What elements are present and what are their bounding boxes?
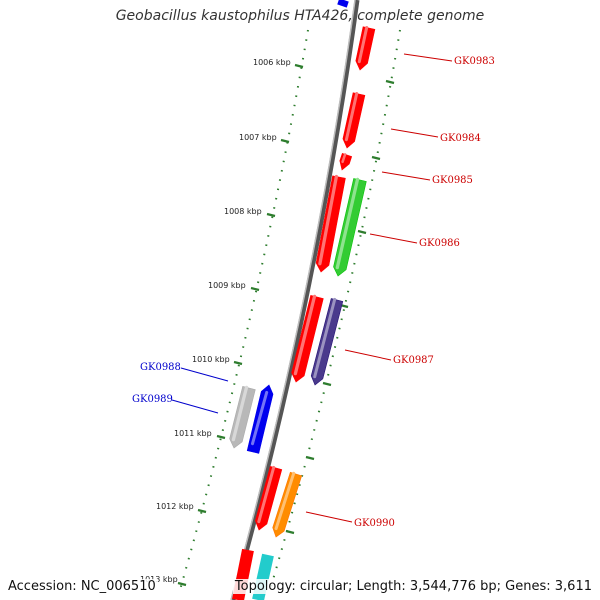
map-title: Geobacillus kaustophilus HTA426, complet…: [115, 8, 485, 24]
leader-lines: [171, 53, 453, 523]
major-tick-inner: [266, 212, 276, 218]
major-tick-outer: [385, 79, 395, 85]
scale-label-1007: 1007 kbp: [239, 133, 277, 142]
gene-label-gk0990[interactable]: GK0990: [354, 518, 395, 529]
gene-label-gk0983[interactable]: GK0983: [454, 56, 495, 67]
scale-label-1010: 1010 kbp: [192, 355, 230, 364]
gene-label-gk0988[interactable]: GK0988: [140, 362, 181, 373]
major-tick-inner: [280, 138, 290, 144]
gene-arrow-highlight: [357, 26, 369, 64]
gene-arrow-highlight: [341, 153, 347, 164]
gene-arrow-highlight: [293, 294, 317, 376]
major-tick-inner: [216, 434, 226, 440]
gene-labels: GK0983 GK0984 GK0985 GK0986 GK0987 GK098…: [132, 56, 495, 529]
gene-label-gk0989[interactable]: GK0989: [132, 394, 173, 405]
gene-label-gk0987[interactable]: GK0987: [393, 355, 434, 366]
gene-arrow-highlight: [231, 385, 249, 442]
topology-text: Topology: circular; Length: 3,544,776 bp…: [232, 579, 594, 594]
gene-arrow-highlight: [335, 177, 360, 270]
major-tick-outer: [285, 529, 295, 535]
gene-arrow-highlight: [257, 465, 276, 524]
major-tick-outer: [371, 155, 381, 161]
genome-backbone: [230, 0, 360, 600]
accession-text: Accession: NC_006510: [6, 579, 158, 594]
scale-ring-outer: [269, 29, 401, 591]
gene-features: [229, 0, 376, 600]
gene-arrow-highlight: [274, 471, 296, 531]
major-tick-inner: [177, 581, 187, 587]
scale-label-1009: 1009 kbp: [208, 281, 246, 290]
partial-gene-feature: [337, 0, 349, 8]
gene-arrow-highlight: [251, 390, 269, 446]
gene-label-gk0985[interactable]: GK0985: [432, 175, 473, 186]
scale-label-1012: 1012 kbp: [156, 502, 194, 511]
gene-arrow-highlight: [313, 297, 337, 379]
scale-label-1011: 1011 kbp: [174, 429, 212, 438]
scale-label-1013: 1013 kbp: [140, 575, 178, 584]
scale-label-1008: 1008 kbp: [224, 207, 262, 216]
scale-ring-inner: [179, 29, 309, 591]
gene-arrow-highlight: [318, 174, 339, 266]
major-tick-outer: [305, 455, 315, 461]
major-tick-outer: [322, 381, 332, 387]
major-tick-outer: [357, 229, 367, 235]
major-tick-inner: [294, 63, 304, 69]
gene-label-gk0984[interactable]: GK0984: [440, 133, 481, 144]
scale-label-1006: 1006 kbp: [253, 58, 291, 67]
scale-labels: 1006 kbp 1007 kbp 1008 kbp 1009 kbp 1010…: [140, 58, 291, 584]
major-tick-inner: [233, 360, 243, 366]
gene-arrow-highlight: [344, 92, 359, 142]
gene-label-gk0986[interactable]: GK0986: [419, 238, 460, 249]
major-tick-inner: [250, 286, 260, 292]
major-tick-inner: [197, 508, 207, 514]
